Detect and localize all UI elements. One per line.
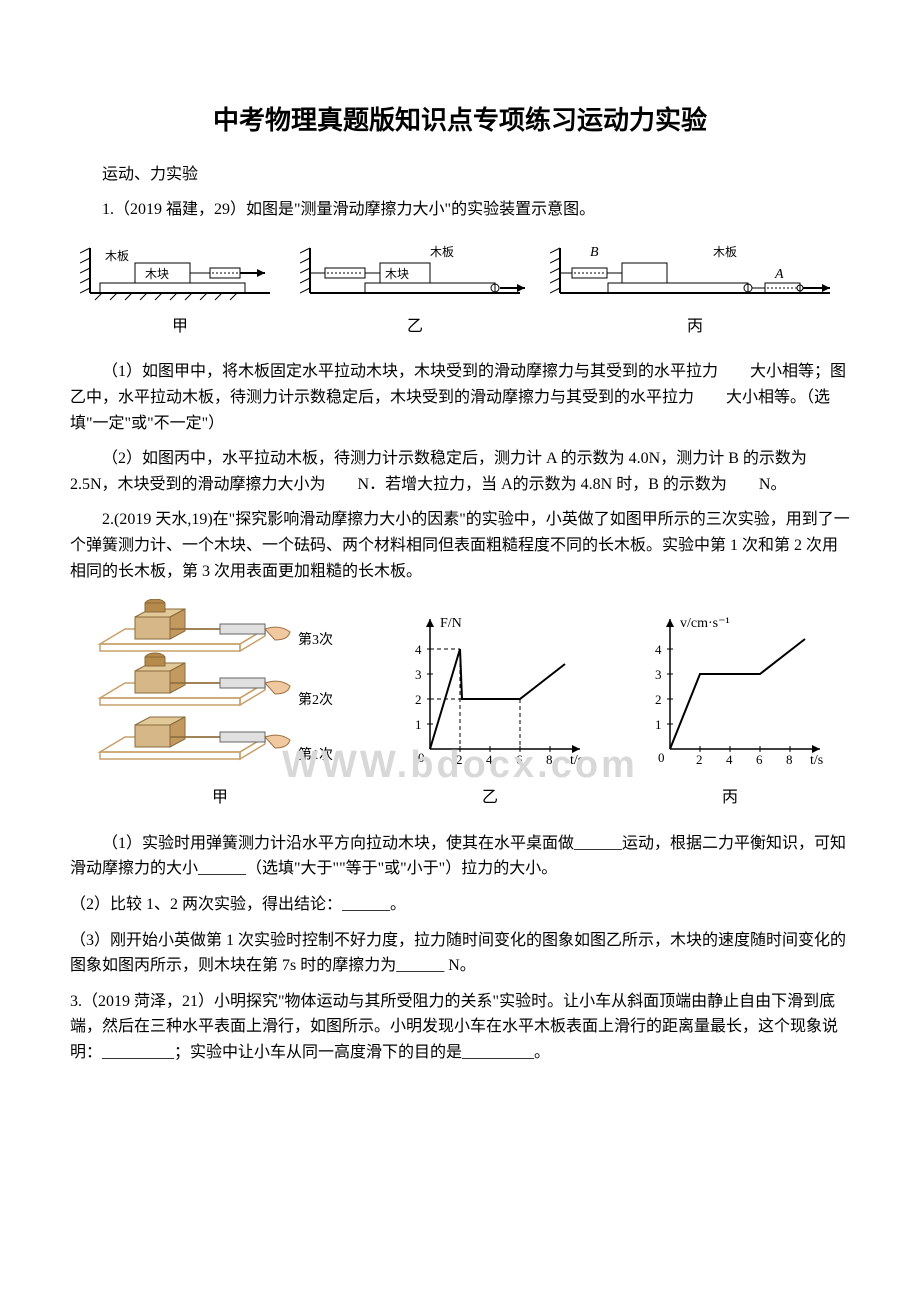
svg-text:1: 1 xyxy=(655,717,662,732)
page-title: 中考物理真题版知识点专项练习运动力实验 xyxy=(70,100,850,142)
q2-p1: （1）实验时用弹簧测力计沿水平方向拉动木块，使其在水平桌面做______运动，根… xyxy=(70,831,850,882)
q1-p1: （1）如图甲中，将木板固定水平拉动木块，木块受到的滑动摩擦力与其受到的水平拉力 … xyxy=(70,359,850,436)
fig2-label-jia: 甲 xyxy=(90,785,350,811)
fig2-label-yi: 乙 xyxy=(390,785,590,811)
svg-text:第2次: 第2次 xyxy=(298,691,333,708)
svg-text:8: 8 xyxy=(786,752,793,767)
svg-text:4: 4 xyxy=(415,642,422,657)
fig-label-jia: 甲 xyxy=(80,314,280,340)
svg-text:F/N: F/N xyxy=(440,616,462,631)
fig2-label-bing: 丙 xyxy=(630,785,830,811)
svg-text:木块: 木块 xyxy=(145,267,169,281)
svg-text:2: 2 xyxy=(696,752,703,767)
svg-text:0: 0 xyxy=(658,750,665,765)
figure-row-2: 第3次 第2次 xyxy=(70,599,850,811)
svg-text:3: 3 xyxy=(655,667,662,682)
svg-text:1: 1 xyxy=(415,717,422,732)
fig2-bing: v/cm·s⁻¹ t/s 1 2 3 4 0 2 4 6 8 丙 xyxy=(630,609,830,811)
svg-text:2: 2 xyxy=(655,692,662,707)
fig-label-bing: 丙 xyxy=(550,314,840,340)
svg-text:A: A xyxy=(774,267,784,282)
svg-text:6: 6 xyxy=(756,752,763,767)
figure-row-1: 木板 木块 甲 木块 木板 xyxy=(70,238,850,340)
svg-text:4: 4 xyxy=(486,752,493,767)
svg-text:木板: 木板 xyxy=(430,245,454,259)
svg-text:木板: 木板 xyxy=(105,249,129,263)
svg-text:3: 3 xyxy=(415,667,422,682)
svg-text:第1次: 第1次 xyxy=(298,746,333,763)
fig-jia: 木板 木块 甲 xyxy=(80,238,280,340)
q2-p3: （3）刚开始小英做第 1 次实验时控制不好力度，拉力随时间变化的图象如图乙所示，… xyxy=(70,928,850,979)
svg-text:2: 2 xyxy=(456,752,463,767)
svg-text:4: 4 xyxy=(655,642,662,657)
q3: 3.（2019 菏泽，21）小明探究"物体运动与其所受阻力的关系"实验时。让小车… xyxy=(70,989,850,1066)
fig-yi: 木块 木板 乙 xyxy=(300,238,530,340)
svg-text:8: 8 xyxy=(546,752,553,767)
svg-text:6: 6 xyxy=(516,752,523,767)
q2-intro: 2.(2019 天水,19)在"探究影响滑动摩擦力大小的因素"的实验中，小英做了… xyxy=(70,507,850,584)
svg-text:0: 0 xyxy=(418,750,425,765)
svg-text:4: 4 xyxy=(726,752,733,767)
fig-bing: B 木板 A 丙 xyxy=(550,238,840,340)
q1-intro: 1.（2019 福建，29）如图是"测量滑动摩擦力大小"的实验装置示意图。 xyxy=(70,197,850,223)
svg-text:v/cm·s⁻¹: v/cm·s⁻¹ xyxy=(680,616,730,631)
svg-text:t/s: t/s xyxy=(810,753,823,768)
subtitle: 运动、力实验 xyxy=(70,162,850,188)
svg-text:B: B xyxy=(590,245,599,260)
fig2-jia: 第3次 第2次 xyxy=(90,599,350,811)
q2-p2: （2）比较 1、2 两次实验，得出结论：______。 xyxy=(70,892,850,918)
q1-p2: （2）如图丙中，水平拉动木板，待测力计示数稳定后，测力计 A 的示数为 4.0N… xyxy=(70,446,850,497)
svg-text:第3次: 第3次 xyxy=(298,631,333,648)
svg-text:t/s: t/s xyxy=(570,753,583,768)
fig2-yi: F/N t/s 1 2 3 4 0 2 4 6 8 xyxy=(390,609,590,811)
svg-text:2: 2 xyxy=(415,692,422,707)
svg-text:木板: 木板 xyxy=(713,245,737,259)
fig-label-yi: 乙 xyxy=(300,314,530,340)
svg-text:木块: 木块 xyxy=(385,267,409,281)
